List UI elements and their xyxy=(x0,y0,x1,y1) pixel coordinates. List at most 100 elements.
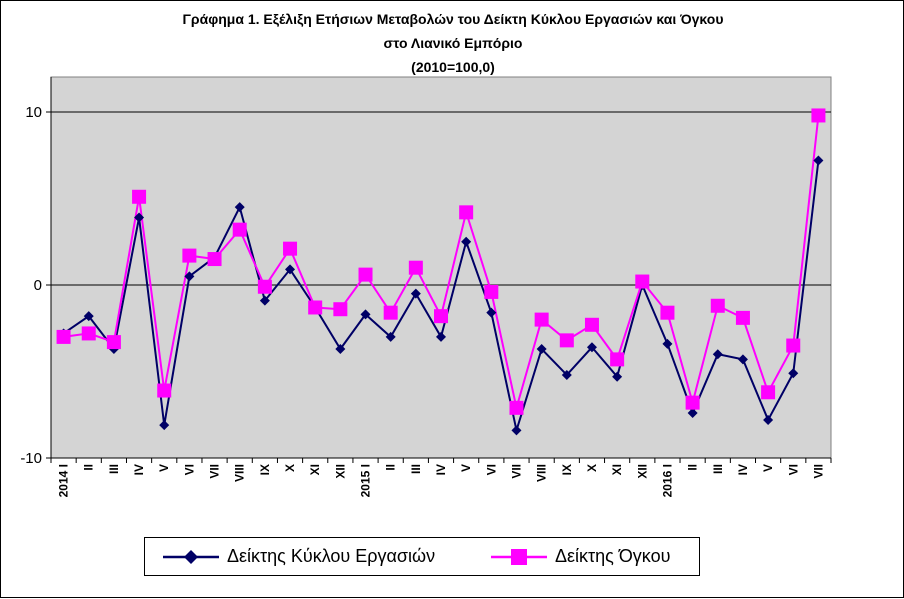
turnover-point xyxy=(360,309,371,320)
volume-point xyxy=(534,312,549,327)
volume-point xyxy=(182,248,197,263)
x-tick-label: IX xyxy=(560,464,574,475)
volume-point xyxy=(383,305,398,320)
volume-point xyxy=(408,260,423,275)
volume-point xyxy=(56,329,71,344)
volume-point xyxy=(559,333,574,348)
volume-point xyxy=(811,108,826,123)
turnover-point xyxy=(536,344,547,355)
chart-title-line-2: στο Λιανικό Εμπόριο xyxy=(383,35,523,51)
legend-label-turnover: Δείκτης Κύκλου Εργασιών xyxy=(227,546,436,566)
turnover-point xyxy=(511,425,522,436)
x-tick-label: II xyxy=(82,464,96,471)
legend-swatch-turnover xyxy=(163,549,219,564)
x-tick-label: IV xyxy=(736,464,750,475)
volume-point xyxy=(584,317,599,332)
x-tick-label: VI xyxy=(182,464,196,475)
volume-point xyxy=(106,335,121,350)
turnover-point xyxy=(83,311,94,322)
turnover-point xyxy=(612,371,623,382)
y-tick-label: -10 xyxy=(20,450,42,467)
x-tick-label: IX xyxy=(258,464,272,475)
volume-point xyxy=(786,338,801,353)
volume-point xyxy=(132,189,147,204)
turnover-point xyxy=(410,288,421,299)
volume-point xyxy=(660,305,675,320)
turnover-point xyxy=(436,331,446,342)
legend: Δείκτης Κύκλου Εργασιών Δείκτης Όγκου xyxy=(144,537,700,576)
x-tick-label: IV xyxy=(434,464,448,475)
x-tick-label: X xyxy=(283,464,297,472)
x-tick-label: XII xyxy=(635,464,649,479)
x-tick-label: V xyxy=(157,464,171,472)
volume-point xyxy=(308,300,323,315)
x-tick-label: XII xyxy=(333,464,347,479)
x-tick-label: III xyxy=(409,464,423,474)
legend-swatch-volume xyxy=(491,548,547,565)
x-tick-label: III xyxy=(711,464,725,474)
x-tick-label: III xyxy=(107,464,121,474)
x-tick-label: VII xyxy=(811,464,825,479)
turnover-point xyxy=(159,420,170,431)
turnover-point xyxy=(561,369,572,380)
x-tick-label: VII xyxy=(208,464,222,479)
volume-point xyxy=(434,309,448,324)
turnover-point xyxy=(461,236,472,247)
x-tick-label: IV xyxy=(132,464,146,475)
x-tick-label: VII xyxy=(509,464,523,479)
x-tick-label: II xyxy=(384,464,398,471)
turnover-point xyxy=(737,354,748,365)
volume-point xyxy=(283,241,298,256)
volume-point xyxy=(484,284,499,299)
chart-title-line-1: Γράφημα 1. Εξέλιξη Ετήσιων Μεταβολών του… xyxy=(182,11,724,27)
volume-point xyxy=(257,279,272,294)
x-tick-label: II xyxy=(686,464,700,471)
turnover-point xyxy=(687,408,698,419)
turnover-point xyxy=(285,264,296,275)
turnover-point xyxy=(586,342,597,353)
turnover-point xyxy=(234,202,245,213)
turnover-point xyxy=(788,368,799,379)
volume-point xyxy=(710,298,725,313)
x-tick-label: VI xyxy=(786,464,800,475)
x-tick-label: VIII xyxy=(535,464,549,482)
volume-point xyxy=(459,205,474,220)
chart-title-line-3: (2010=100,0) xyxy=(411,59,495,75)
legend-item-volume: Δείκτης Όγκου xyxy=(489,538,670,575)
x-tick-label: 2014 I xyxy=(57,464,71,497)
volume-point xyxy=(333,302,348,317)
volume-point xyxy=(157,383,172,398)
x-tick-label: 2015 I xyxy=(359,464,373,497)
volume-point xyxy=(232,222,247,237)
turnover-point xyxy=(712,349,723,360)
x-tick-label: XI xyxy=(308,464,322,475)
volume-point xyxy=(761,385,776,400)
legend-item-turnover: Δείκτης Κύκλου Εργασιών xyxy=(161,538,435,575)
turnover-point xyxy=(184,271,195,282)
volume-point xyxy=(358,267,373,282)
volume-point xyxy=(685,395,700,410)
turnover-point xyxy=(259,295,270,306)
x-tick-label: VIII xyxy=(233,464,247,482)
turnover-point xyxy=(385,331,396,342)
turnover-point xyxy=(813,155,824,166)
y-tick-label: 10 xyxy=(25,104,42,121)
x-tick-label: V xyxy=(761,464,775,472)
turnover-point xyxy=(335,344,346,355)
legend-label-volume: Δείκτης Όγκου xyxy=(555,546,671,566)
volume-point xyxy=(635,274,650,289)
y-tick-label: 0 xyxy=(34,277,42,294)
x-tick-label: 2016 I xyxy=(660,464,674,497)
x-tick-label: VI xyxy=(484,464,498,475)
volume-point xyxy=(81,326,96,341)
turnover-point xyxy=(662,338,673,349)
turnover-point xyxy=(134,212,145,223)
x-tick-label: XI xyxy=(610,464,624,475)
turnover-point xyxy=(486,307,497,318)
x-tick-label: X xyxy=(585,464,599,472)
volume-point xyxy=(509,400,524,415)
volume-point xyxy=(207,252,222,267)
volume-point xyxy=(610,352,625,367)
